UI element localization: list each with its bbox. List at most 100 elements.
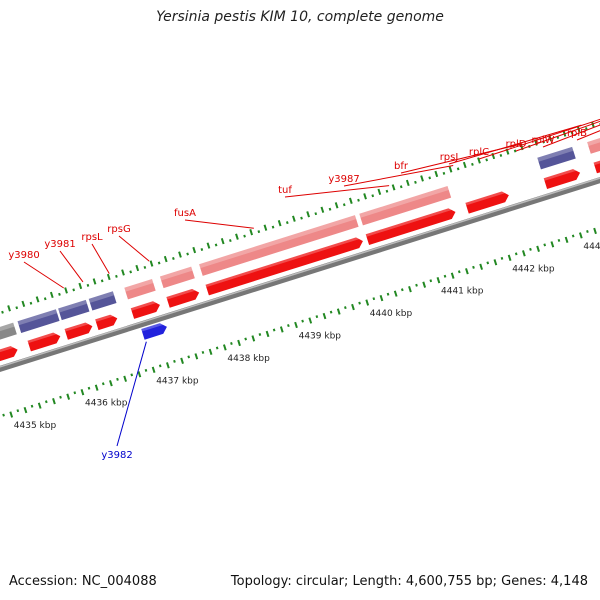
axis-tick-label: 4440 kbp bbox=[370, 309, 413, 319]
tick-mark bbox=[86, 283, 90, 287]
tick-mark bbox=[265, 330, 270, 338]
tick-mark bbox=[277, 220, 282, 227]
tick-mark bbox=[593, 227, 597, 235]
tick-mark bbox=[322, 312, 327, 320]
tick-mark bbox=[564, 236, 569, 244]
tick-mark bbox=[499, 153, 503, 157]
tick-mark bbox=[66, 393, 71, 400]
tick-mark bbox=[348, 197, 353, 204]
axis-tick-label: 4437 kbp bbox=[156, 376, 199, 386]
tick-mark bbox=[58, 292, 61, 296]
axis-tick-label: 4438 kbp bbox=[227, 354, 270, 364]
tick-mark bbox=[129, 270, 132, 274]
tick-mark bbox=[180, 357, 184, 364]
tick-mark bbox=[471, 162, 474, 166]
tick-mark bbox=[222, 344, 227, 351]
axis-ticks: 4435 kbp 4436 kbp 4437 kbp 4438 kbp 4439 kbp… bbox=[1, 121, 600, 431]
axis-tick-label: 4443 kbp bbox=[583, 242, 600, 252]
tick-mark bbox=[329, 310, 333, 314]
tick-mark bbox=[9, 411, 14, 418]
tick-mark bbox=[448, 166, 453, 173]
tick-mark bbox=[151, 366, 156, 373]
label-leader-line bbox=[23, 261, 65, 289]
gene-label: bfr bbox=[394, 161, 409, 172]
tick-mark bbox=[244, 337, 247, 341]
tick-mark bbox=[194, 353, 199, 360]
tick-mark bbox=[258, 333, 262, 337]
tick-mark bbox=[379, 294, 384, 302]
tick-mark bbox=[201, 350, 205, 354]
tick-mark bbox=[342, 203, 346, 207]
tick-mark bbox=[187, 355, 191, 359]
tick-mark bbox=[408, 285, 412, 293]
label-leader-line bbox=[118, 235, 150, 262]
tick-mark bbox=[130, 373, 134, 377]
feature-labels: y3980 y3981 rpsL rpsG fusA tuf y3987 bfr rpsJ rpl… bbox=[8, 118, 600, 461]
gene-label: rpsG bbox=[107, 224, 130, 235]
tick-mark bbox=[23, 406, 28, 414]
label-leader-line bbox=[59, 250, 84, 283]
tick-mark bbox=[249, 229, 254, 236]
tick-mark bbox=[230, 341, 233, 345]
tick-mark bbox=[300, 216, 303, 220]
tick-mark bbox=[235, 233, 239, 240]
tick-mark bbox=[287, 324, 290, 328]
gene-feature bbox=[204, 236, 364, 297]
footer-accession: Accession: NC_004088 bbox=[9, 574, 157, 589]
tick-mark bbox=[43, 297, 47, 301]
gene-label: y3981 bbox=[44, 239, 75, 250]
tick-mark bbox=[178, 251, 182, 258]
tick-mark bbox=[109, 380, 113, 387]
tick-mark bbox=[415, 283, 418, 287]
tick-mark bbox=[44, 400, 48, 404]
tick-mark bbox=[543, 243, 547, 247]
tick-mark bbox=[2, 413, 5, 417]
label-leader-line bbox=[515, 120, 600, 152]
axis-tick-label: 4439 kbp bbox=[299, 332, 342, 342]
axis-tick-label: 4441 kbp bbox=[441, 287, 484, 297]
tick-mark bbox=[72, 288, 76, 292]
tick-mark bbox=[15, 306, 19, 310]
label-leader-line bbox=[91, 243, 110, 274]
tick-mark bbox=[116, 377, 119, 381]
backbone-highlight bbox=[0, 177, 600, 368]
tick-mark bbox=[206, 242, 211, 249]
tick-mark bbox=[363, 193, 367, 200]
tick-mark bbox=[336, 308, 341, 315]
label-leader-line bbox=[478, 118, 600, 160]
tick-mark bbox=[436, 277, 441, 284]
tick-mark bbox=[158, 364, 162, 368]
tick-mark bbox=[78, 282, 83, 290]
tick-mark bbox=[157, 261, 161, 265]
gene-feature bbox=[129, 300, 162, 320]
gene-feature bbox=[158, 265, 196, 290]
tick-mark bbox=[400, 288, 404, 292]
tick-mark bbox=[351, 303, 355, 311]
tick-mark bbox=[399, 185, 403, 189]
tick-mark bbox=[92, 278, 97, 285]
tick-mark bbox=[308, 317, 313, 324]
tick-mark bbox=[386, 292, 390, 296]
rna-feature bbox=[140, 322, 168, 341]
tick-mark bbox=[279, 326, 284, 333]
gene-label: rplW bbox=[531, 135, 554, 146]
tick-mark bbox=[237, 339, 241, 347]
tick-mark bbox=[405, 179, 410, 187]
tick-mark bbox=[251, 335, 256, 342]
gene-feature bbox=[26, 331, 62, 353]
tick-mark bbox=[357, 198, 360, 202]
tick-mark bbox=[306, 211, 310, 218]
tick-mark bbox=[73, 391, 77, 395]
tick-mark bbox=[123, 375, 127, 382]
tick-mark bbox=[215, 346, 219, 350]
tick-mark bbox=[429, 279, 433, 283]
tick-mark bbox=[536, 245, 540, 252]
tick-mark bbox=[328, 207, 332, 211]
tick-mark bbox=[514, 252, 518, 256]
gene-feature bbox=[364, 207, 457, 246]
tick-mark bbox=[485, 158, 488, 162]
tick-mark bbox=[271, 225, 275, 229]
tick-mark bbox=[263, 224, 268, 231]
axis-tick-label: 4442 kbp bbox=[512, 264, 555, 274]
tick-mark bbox=[163, 255, 168, 263]
